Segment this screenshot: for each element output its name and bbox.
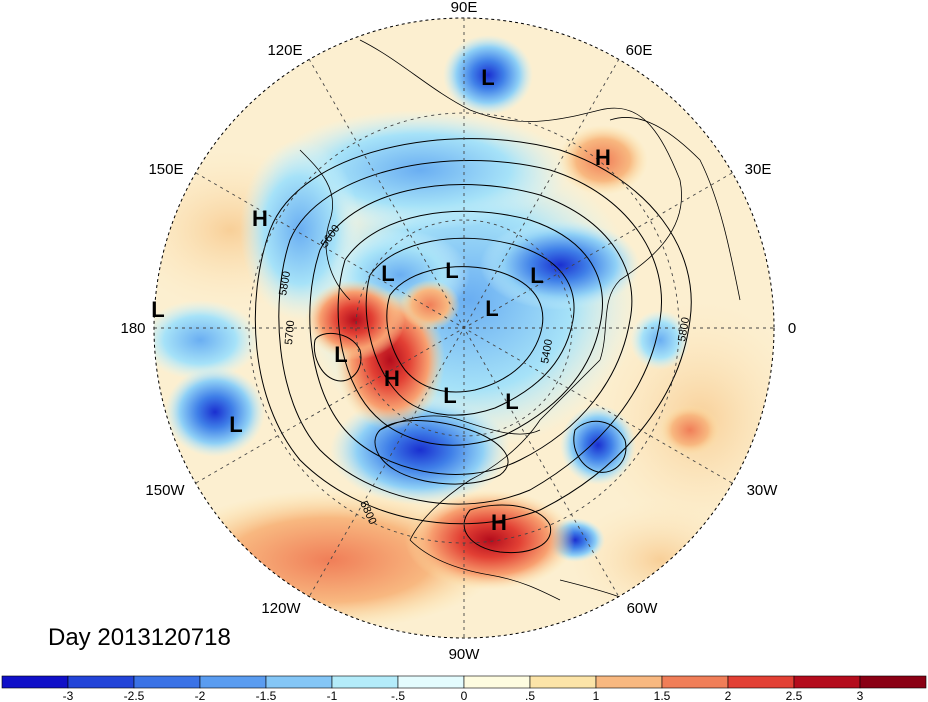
- anomaly-shading: [154, 18, 774, 638]
- colorbar-swatch: [265, 675, 333, 689]
- colorbar-swatch: [331, 675, 399, 689]
- coastlines: [299, 39, 741, 621]
- colorbar-swatch: [529, 675, 597, 689]
- low-center: L: [485, 296, 498, 321]
- lon-label-180: 180: [120, 320, 145, 337]
- colorbar-tick-label: -2.5: [124, 689, 145, 702]
- pressure-centers: L H H L L L L L H L L L H L: [151, 65, 611, 535]
- lon-label-30w: 30W: [747, 482, 779, 499]
- colorbar-tick-label: 2.5: [786, 689, 803, 702]
- colorbar-swatch: [727, 675, 795, 689]
- low-center: L: [229, 412, 242, 437]
- lon-label-120w: 120W: [261, 600, 301, 617]
- colorbar-tick-label: -.5: [391, 689, 405, 702]
- lon-label-30e: 30E: [745, 161, 772, 178]
- lon-label-60w: 60W: [627, 600, 659, 617]
- colorbar-tick-label: -1: [327, 689, 338, 702]
- lon-label-0: 0: [788, 320, 796, 337]
- colorbar-tick-label: 0: [461, 689, 468, 702]
- colorbar-tick-label: -1.5: [256, 689, 277, 702]
- longitude-labels: 90E 60E 30E 0 30W 60W 90W 120W 150W 180 …: [120, 0, 796, 663]
- high-center: H: [595, 145, 611, 170]
- contour-label: 5400: [539, 338, 555, 364]
- contour-label: 5700: [283, 320, 297, 345]
- colorbar-swatch: [859, 675, 927, 689]
- colorbar-swatch: [793, 675, 861, 689]
- colorbar-tick-label: 1.5: [654, 689, 671, 702]
- low-center: L: [381, 261, 394, 286]
- colorbar-swatch: [463, 675, 531, 689]
- high-center: H: [384, 366, 400, 391]
- lon-label-120e: 120E: [267, 42, 302, 59]
- contour-label: 5800: [676, 316, 692, 342]
- low-center: L: [505, 389, 518, 414]
- colorbar-swatch: [1, 675, 69, 689]
- colorbar-tick-label: 1: [593, 689, 600, 702]
- colorbar-tick-label: -3: [63, 689, 74, 702]
- colorbar-swatch: [199, 675, 267, 689]
- colorbar-tick-label: 2: [725, 689, 732, 702]
- colorbar-tick-label: -2: [195, 689, 206, 702]
- map-title: Day 2013120718: [48, 624, 231, 651]
- colorbar-tick-label: 3: [857, 689, 864, 702]
- colorbar: -3 -2.5 -2 -1.5 -1 -.5 0 .5 1 1.5 2 2.5 3: [1, 675, 927, 702]
- low-center: L: [334, 342, 347, 367]
- low-center: L: [481, 65, 494, 90]
- height-contours: [254, 138, 692, 554]
- low-center: L: [151, 297, 164, 322]
- colorbar-swatch: [133, 675, 201, 689]
- colorbar-swatch: [595, 675, 663, 689]
- low-center: L: [530, 263, 543, 288]
- lon-label-150e: 150E: [148, 161, 183, 178]
- lon-label-90e: 90E: [451, 0, 478, 16]
- graticule: [154, 18, 774, 638]
- high-center: H: [491, 510, 507, 535]
- colorbar-tick-label: .5: [525, 689, 535, 702]
- low-center: L: [445, 258, 458, 283]
- high-center: H: [252, 206, 268, 231]
- colorbar-swatch: [67, 675, 135, 689]
- colorbar-swatch: [397, 675, 465, 689]
- contour-label: 5800: [277, 270, 293, 296]
- colorbar-swatch: [661, 675, 729, 689]
- lon-label-60e: 60E: [626, 42, 653, 59]
- lon-label-150w: 150W: [145, 482, 185, 499]
- lon-label-90w: 90W: [449, 646, 481, 663]
- low-center: L: [443, 383, 456, 408]
